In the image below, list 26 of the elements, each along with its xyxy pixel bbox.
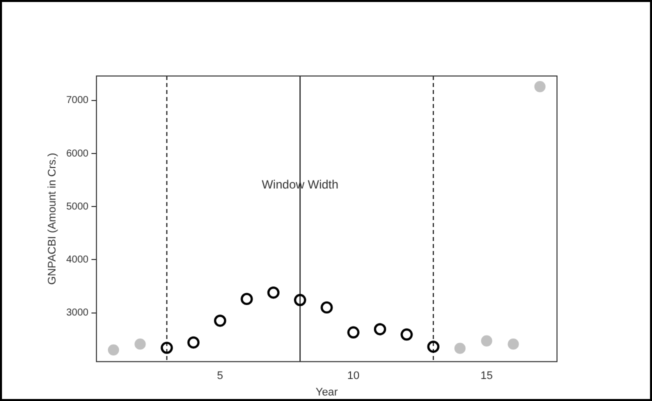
point xyxy=(320,301,333,314)
y-tick-label: 3000 xyxy=(66,308,89,319)
x-axis-title: Year xyxy=(316,386,338,398)
point xyxy=(454,342,466,354)
point xyxy=(427,340,440,353)
point xyxy=(267,286,280,299)
y-tick-label: 4000 xyxy=(66,254,89,266)
point xyxy=(374,323,386,336)
point xyxy=(347,326,360,339)
point xyxy=(400,328,413,341)
y-axis-title: GNPACBI (Amount in Crs.) xyxy=(46,152,59,285)
point xyxy=(187,336,200,349)
point xyxy=(214,314,226,327)
point xyxy=(134,338,146,350)
point xyxy=(508,338,519,350)
y-tick-label: 6000 xyxy=(66,148,89,160)
point xyxy=(160,342,173,354)
y-tick-label: 5000 xyxy=(66,201,89,212)
x-tick-label: 10 xyxy=(347,370,360,382)
point xyxy=(481,335,492,346)
x-tick-label: 5 xyxy=(217,370,224,382)
x-tick-label: 15 xyxy=(480,370,493,382)
y-tick-label: 7000 xyxy=(66,95,89,106)
point xyxy=(534,81,546,92)
point xyxy=(240,292,253,306)
point xyxy=(108,344,120,356)
